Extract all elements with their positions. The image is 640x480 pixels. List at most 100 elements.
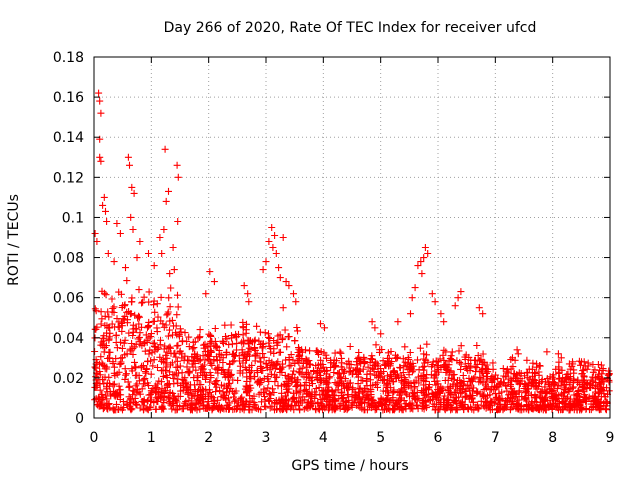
y-tick-label: 0.16 bbox=[53, 90, 84, 106]
data-point bbox=[296, 347, 304, 355]
data-point bbox=[292, 298, 300, 306]
data-point bbox=[594, 403, 602, 411]
data-point bbox=[330, 401, 338, 409]
data-point bbox=[396, 363, 404, 371]
data-point bbox=[122, 370, 130, 378]
data-point bbox=[206, 357, 214, 365]
data-point bbox=[247, 372, 254, 380]
data-point bbox=[354, 380, 362, 388]
data-point bbox=[487, 375, 495, 382]
data-point bbox=[147, 370, 155, 378]
data-point bbox=[158, 250, 166, 257]
data-point bbox=[363, 391, 371, 399]
data-point bbox=[488, 398, 496, 406]
data-point bbox=[174, 303, 182, 311]
data-point bbox=[505, 375, 513, 383]
data-point bbox=[270, 345, 278, 353]
data-point bbox=[347, 401, 355, 409]
data-point bbox=[520, 385, 528, 392]
data-point bbox=[176, 362, 184, 370]
data-point bbox=[349, 370, 357, 378]
y-tick-label: 0.06 bbox=[53, 291, 84, 307]
data-point bbox=[444, 387, 452, 395]
data-point bbox=[281, 326, 289, 334]
data-point bbox=[209, 404, 217, 411]
data-point bbox=[422, 404, 430, 412]
data-point bbox=[441, 392, 449, 400]
data-point bbox=[245, 406, 253, 414]
data-point bbox=[441, 405, 449, 413]
data-point bbox=[174, 291, 181, 299]
data-point bbox=[479, 350, 487, 358]
data-point bbox=[375, 374, 382, 382]
data-point bbox=[458, 386, 466, 394]
data-point bbox=[222, 351, 230, 359]
data-point bbox=[433, 377, 441, 385]
data-point bbox=[136, 404, 144, 412]
y-axis-label: ROTI / TECUs bbox=[6, 194, 22, 286]
data-point bbox=[174, 173, 182, 181]
data-point bbox=[319, 363, 327, 371]
data-point bbox=[176, 403, 184, 411]
data-point bbox=[91, 363, 99, 371]
data-point bbox=[147, 333, 155, 341]
data-point bbox=[200, 341, 208, 349]
data-point bbox=[108, 320, 116, 328]
data-point bbox=[229, 376, 237, 384]
data-point bbox=[128, 183, 136, 191]
data-point bbox=[261, 393, 268, 401]
data-point bbox=[208, 338, 216, 345]
data-point bbox=[432, 400, 440, 408]
data-point bbox=[331, 349, 339, 357]
data-point bbox=[458, 402, 466, 410]
data-point bbox=[594, 361, 602, 368]
data-point bbox=[454, 294, 462, 302]
data-point bbox=[411, 284, 419, 292]
data-point bbox=[180, 405, 187, 413]
data-point bbox=[135, 372, 143, 380]
data-point bbox=[120, 339, 128, 347]
data-point bbox=[428, 389, 436, 397]
data-point bbox=[283, 343, 291, 351]
data-point bbox=[297, 382, 305, 390]
data-point bbox=[294, 357, 302, 365]
data-point bbox=[266, 404, 274, 412]
data-point bbox=[589, 382, 597, 390]
data-point bbox=[166, 303, 174, 311]
data-point bbox=[420, 388, 427, 396]
data-point bbox=[260, 353, 268, 361]
data-point bbox=[368, 397, 376, 405]
data-point bbox=[603, 384, 611, 392]
data-point bbox=[420, 381, 428, 389]
data-point bbox=[360, 353, 368, 361]
data-point bbox=[272, 250, 280, 257]
data-point bbox=[113, 315, 121, 323]
data-point bbox=[293, 324, 301, 331]
data-point bbox=[437, 310, 445, 318]
data-point bbox=[103, 218, 111, 225]
data-point bbox=[153, 300, 161, 308]
data-point bbox=[132, 382, 140, 390]
data-point bbox=[221, 321, 229, 329]
data-point bbox=[557, 354, 565, 362]
data-point bbox=[323, 354, 330, 362]
data-point bbox=[127, 395, 135, 403]
data-point bbox=[594, 383, 602, 391]
data-point bbox=[267, 348, 275, 356]
data-point bbox=[218, 381, 225, 389]
data-point bbox=[424, 250, 432, 257]
data-point bbox=[214, 366, 222, 374]
data-point bbox=[351, 388, 359, 396]
data-point bbox=[124, 153, 132, 161]
data-point bbox=[302, 370, 310, 378]
data-point bbox=[379, 357, 387, 365]
data-point bbox=[589, 392, 597, 400]
data-point bbox=[164, 332, 172, 340]
data-point bbox=[552, 403, 560, 411]
data-point bbox=[414, 373, 422, 381]
data-point bbox=[478, 390, 486, 398]
data-point bbox=[103, 365, 111, 373]
data-point bbox=[579, 398, 587, 406]
data-point bbox=[164, 308, 172, 316]
data-point bbox=[149, 362, 157, 370]
